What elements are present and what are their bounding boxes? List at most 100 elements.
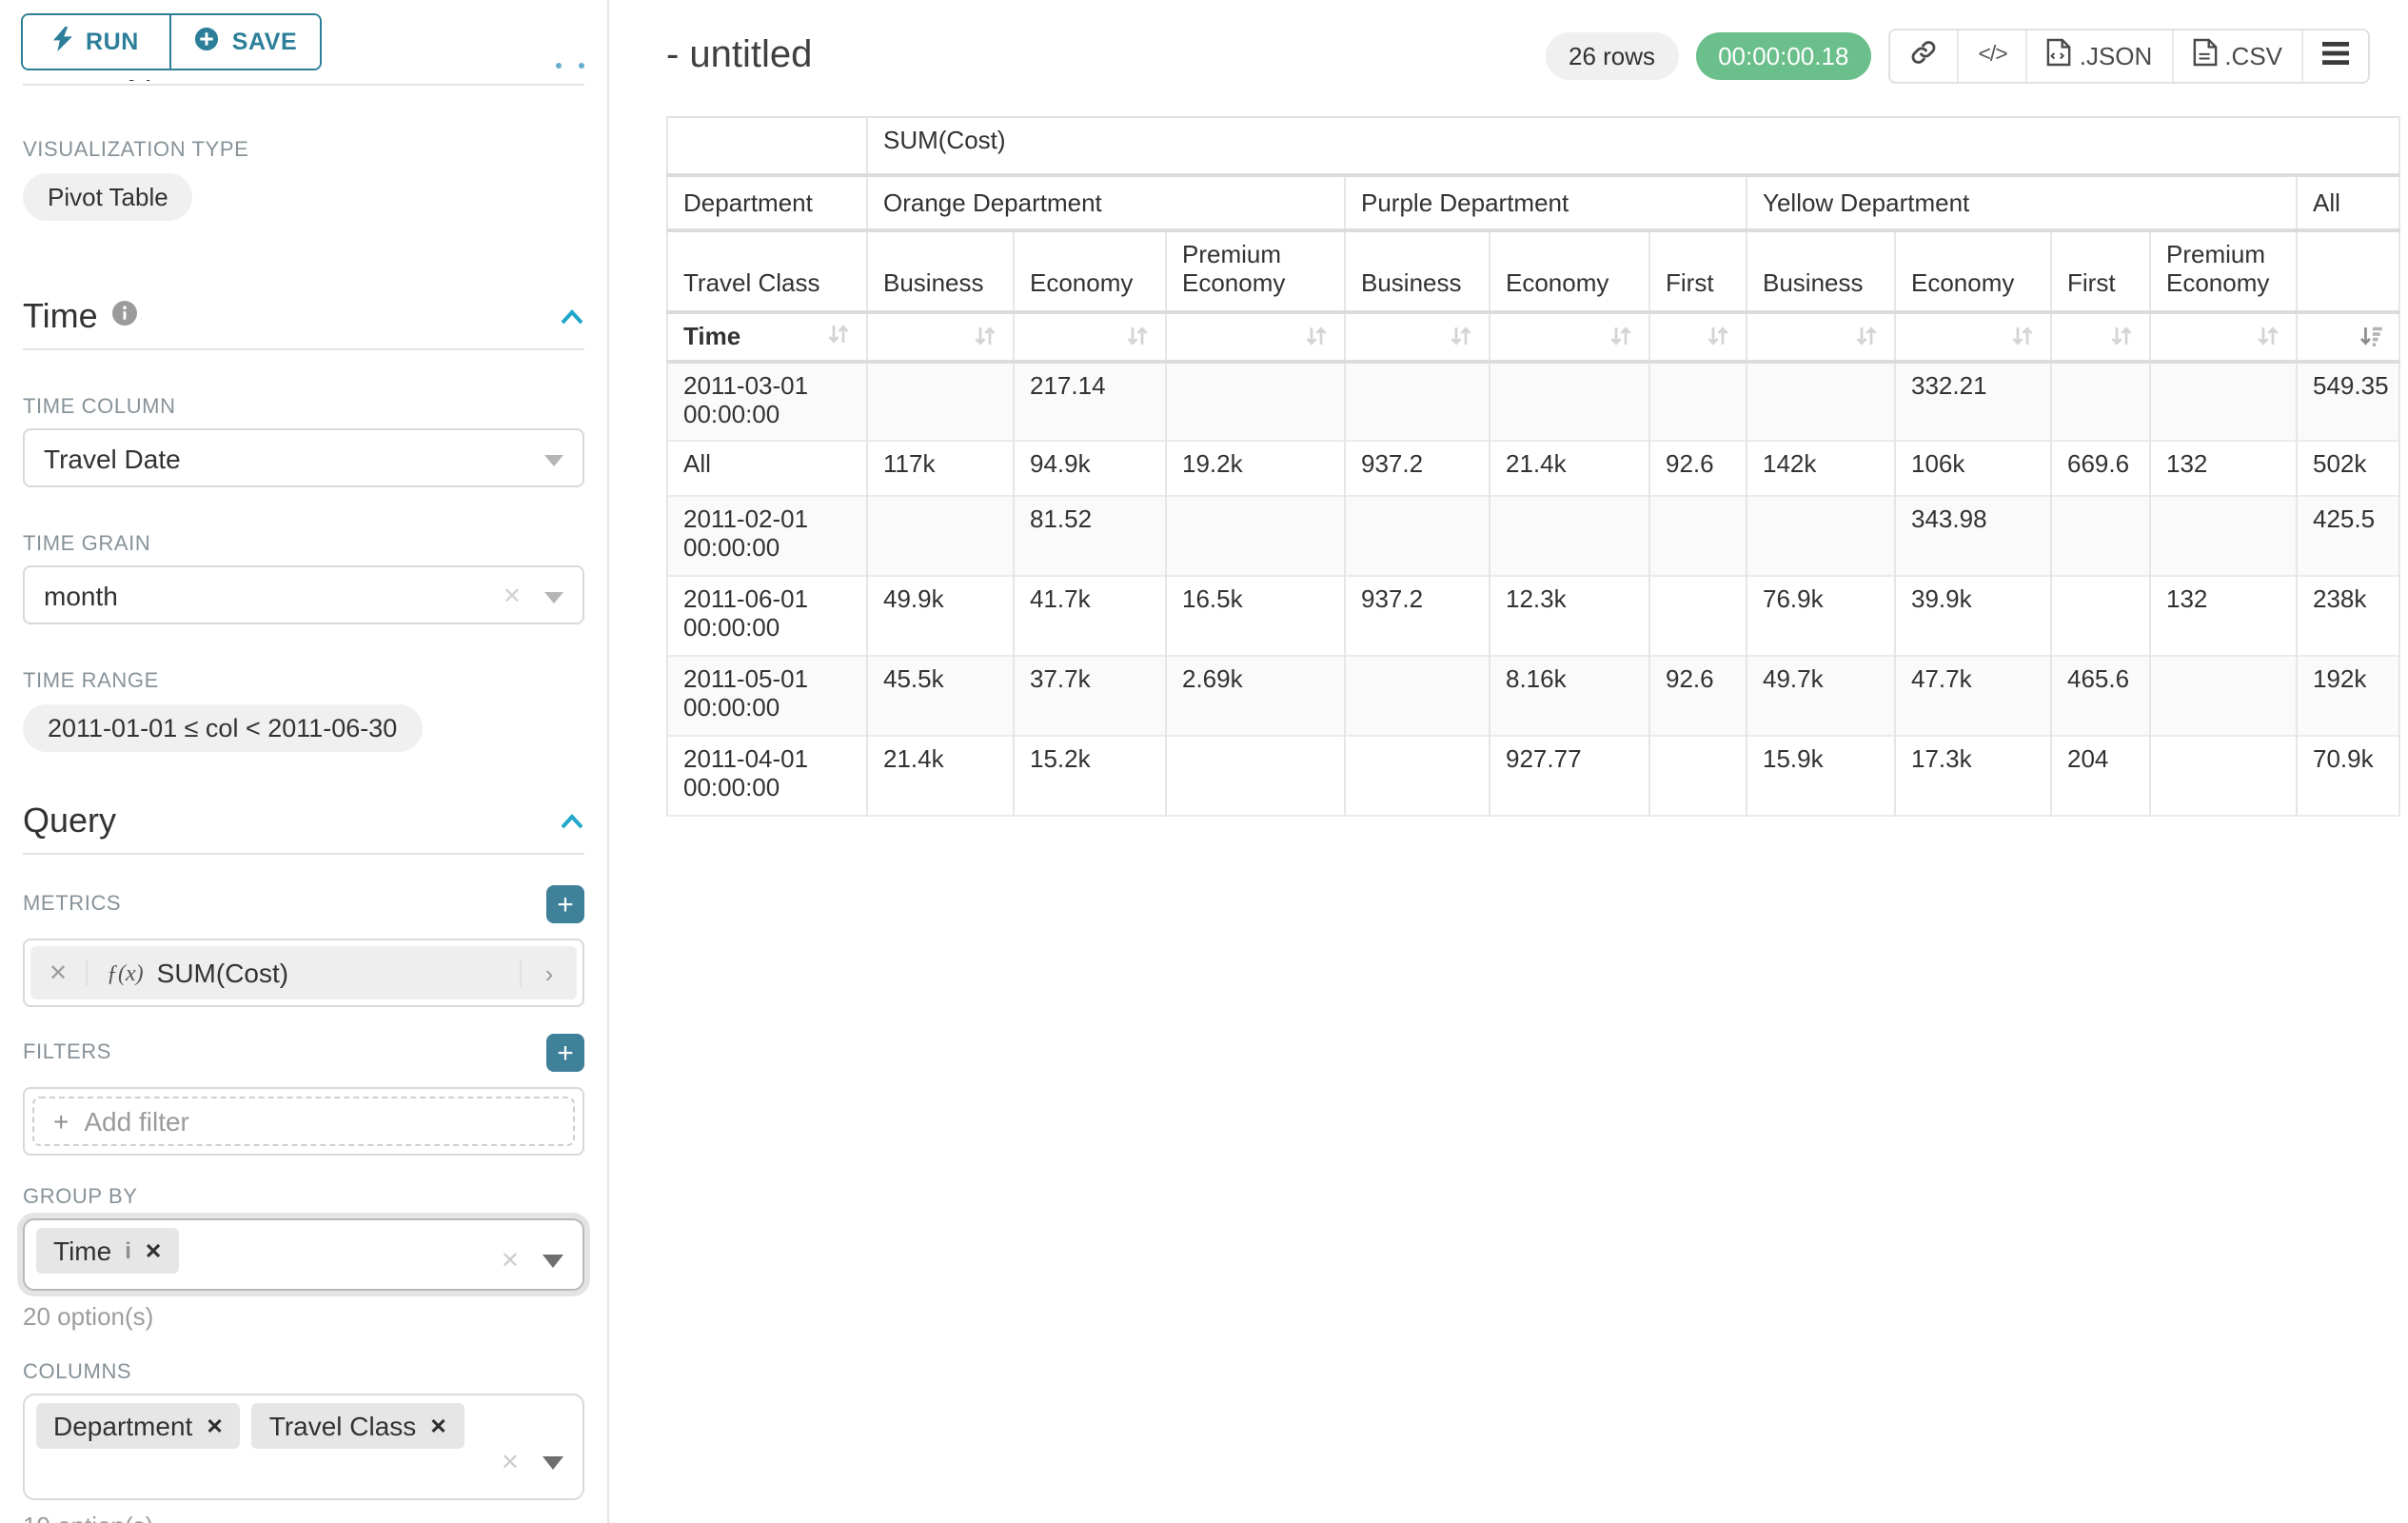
pivot-value-cell xyxy=(2051,496,2150,576)
metrics-container: ✕ ƒ(x) SUM(Cost) › xyxy=(23,939,584,1007)
caret-down-icon[interactable] xyxy=(543,1243,563,1277)
pivot-value-cell: 217.14 xyxy=(1014,361,1166,441)
pivot-value-cell: 669.6 xyxy=(2051,441,2150,496)
save-button[interactable]: SAVE xyxy=(171,15,320,69)
export-csv-button[interactable]: .CSV xyxy=(2173,30,2303,81)
time-grain-select[interactable]: month ✕ xyxy=(23,565,584,624)
pivot-value-cell xyxy=(2150,656,2297,736)
selected-value-chip[interactable]: Travel Class✕ xyxy=(252,1403,464,1449)
sort-icon xyxy=(1706,324,1730,348)
pivot-subgroup-header: Business xyxy=(867,229,1014,311)
info-icon[interactable] xyxy=(113,300,138,334)
pivot-value-cell: 425.5 xyxy=(2297,496,2399,576)
copy-link-button[interactable] xyxy=(1890,30,1959,81)
pivot-subgroup-header xyxy=(2297,229,2399,311)
metric-chip[interactable]: ✕ ƒ(x) SUM(Cost) › xyxy=(30,946,577,999)
chevron-up-icon[interactable] xyxy=(560,300,584,334)
pivot-value-cell: 238k xyxy=(2297,576,2399,656)
pivot-sort-header-time[interactable]: Time xyxy=(667,311,867,361)
pivot-group-header: All xyxy=(2297,174,2399,229)
chart-title[interactable]: - untitled xyxy=(666,33,812,77)
pivot-corner-cell xyxy=(667,117,867,174)
pivot-value-cell: 21.4k xyxy=(1490,441,1649,496)
chip-remove-icon[interactable]: ✕ xyxy=(145,1238,162,1263)
clear-icon[interactable]: ✕ xyxy=(501,1449,520,1475)
pivot-value-cell: 41.7k xyxy=(1014,576,1166,656)
clear-icon[interactable]: ✕ xyxy=(503,582,522,608)
pivot-subgroup-header: Economy xyxy=(1895,229,2051,311)
pivot-value-cell xyxy=(1490,496,1649,576)
time-range-pill[interactable]: 2011-01-01 ≤ col < 2011-06-30 xyxy=(23,704,422,752)
pivot-sort-header[interactable] xyxy=(1895,311,2051,361)
app-viewport: RUN SAVE Chart Type VISUALIZATION TYPE P… xyxy=(0,0,2408,1523)
pivot-sort-header[interactable] xyxy=(1747,311,1895,361)
run-button[interactable]: RUN xyxy=(23,15,171,69)
pivot-metric-header: SUM(Cost) xyxy=(867,117,2399,174)
pivot-row: All117k94.9k19.2k937.221.4k92.6142k106k6… xyxy=(667,441,2399,496)
pivot-sort-header[interactable] xyxy=(2150,311,2297,361)
pivot-value-cell: 192k xyxy=(2297,656,2399,736)
pivot-sort-header[interactable] xyxy=(867,311,1014,361)
pivot-sort-header[interactable] xyxy=(1345,311,1490,361)
add-filter-plus-button[interactable]: + xyxy=(546,1034,584,1072)
sort-icon xyxy=(2010,324,2035,348)
function-icon: ƒ(x) xyxy=(107,959,144,987)
columns-select[interactable]: Department✕Travel Class✕ ✕ xyxy=(23,1394,584,1500)
pivot-value-cell xyxy=(2051,361,2150,441)
pivot-value-cell xyxy=(1166,736,1345,816)
pivot-value-cell: 204 xyxy=(2051,736,2150,816)
run-save-button-group: RUN SAVE xyxy=(21,13,322,70)
selected-value-chip[interactable]: Timei✕ xyxy=(36,1228,179,1274)
pivot-sort-header[interactable] xyxy=(1014,311,1166,361)
row-count-badge: 26 rows xyxy=(1546,31,1678,79)
pivot-sort-header[interactable] xyxy=(1649,311,1747,361)
remove-metric-icon[interactable]: ✕ xyxy=(30,959,88,986)
json-label: .JSON xyxy=(2080,41,2153,69)
pivot-sort-header-sorted[interactable] xyxy=(2297,311,2399,361)
pivot-value-cell: 142k xyxy=(1747,441,1895,496)
pivot-subgroup-header: Business xyxy=(1747,229,1895,311)
menu-button[interactable] xyxy=(2303,30,2368,81)
chevron-up-icon[interactable] xyxy=(560,804,584,839)
caret-down-icon[interactable] xyxy=(543,1445,563,1479)
run-button-label: RUN xyxy=(86,29,139,55)
time-range-label: TIME RANGE xyxy=(23,670,584,693)
pivot-value-cell: 15.2k xyxy=(1014,736,1166,816)
chip-label: Department xyxy=(53,1411,192,1441)
pivot-value-cell xyxy=(2150,736,2297,816)
chevron-right-icon[interactable]: › xyxy=(520,959,577,987)
clear-icon[interactable]: ✕ xyxy=(501,1247,520,1274)
selected-value-chip[interactable]: Department ✕ xyxy=(36,1403,241,1449)
metrics-header-row: METRICS + xyxy=(23,885,584,923)
pivot-group-header: Orange Department xyxy=(867,174,1345,229)
metric-value: SUM(Cost) xyxy=(157,958,288,988)
pivot-value-cell xyxy=(1649,496,1747,576)
pivot-sort-header[interactable] xyxy=(1166,311,1345,361)
divider xyxy=(23,84,584,86)
metrics-label: METRICS xyxy=(23,893,121,916)
pivot-sort-header[interactable] xyxy=(1490,311,1649,361)
pivot-value-cell: 45.5k xyxy=(867,656,1014,736)
filters-container: + Add filter xyxy=(23,1087,584,1156)
chip-remove-icon[interactable]: ✕ xyxy=(429,1414,446,1438)
pivot-value-cell: 19.2k xyxy=(1166,441,1345,496)
pivot-value-cell: 39.9k xyxy=(1895,576,2051,656)
time-section-header: Time xyxy=(23,297,584,337)
view-query-button[interactable]: </> xyxy=(1959,30,2027,81)
add-metric-button[interactable]: + xyxy=(546,885,584,923)
viz-type-pill[interactable]: Pivot Table xyxy=(23,173,193,221)
chip-remove-icon[interactable]: ✕ xyxy=(206,1414,223,1438)
group-by-select[interactable]: Timei✕ ✕ xyxy=(23,1218,584,1291)
pivot-sort-header[interactable] xyxy=(2051,311,2150,361)
add-filter-button[interactable]: + Add filter xyxy=(32,1097,575,1146)
export-button-group: </> .JSON .CSV xyxy=(1888,28,2370,83)
columns-label: COLUMNS xyxy=(23,1361,584,1384)
sort-icon xyxy=(1854,324,1879,348)
export-json-button[interactable]: .JSON xyxy=(2028,30,2174,81)
pivot-value-cell xyxy=(1345,736,1490,816)
sort-icon xyxy=(1304,324,1329,348)
time-column-select[interactable]: Travel Date xyxy=(23,428,584,487)
pivot-subgroup-header: First xyxy=(2051,229,2150,311)
pivot-value-cell: 92.6 xyxy=(1649,441,1747,496)
pivot-row: 2011-02-01 00:00:0081.52343.98425.5 xyxy=(667,496,2399,576)
